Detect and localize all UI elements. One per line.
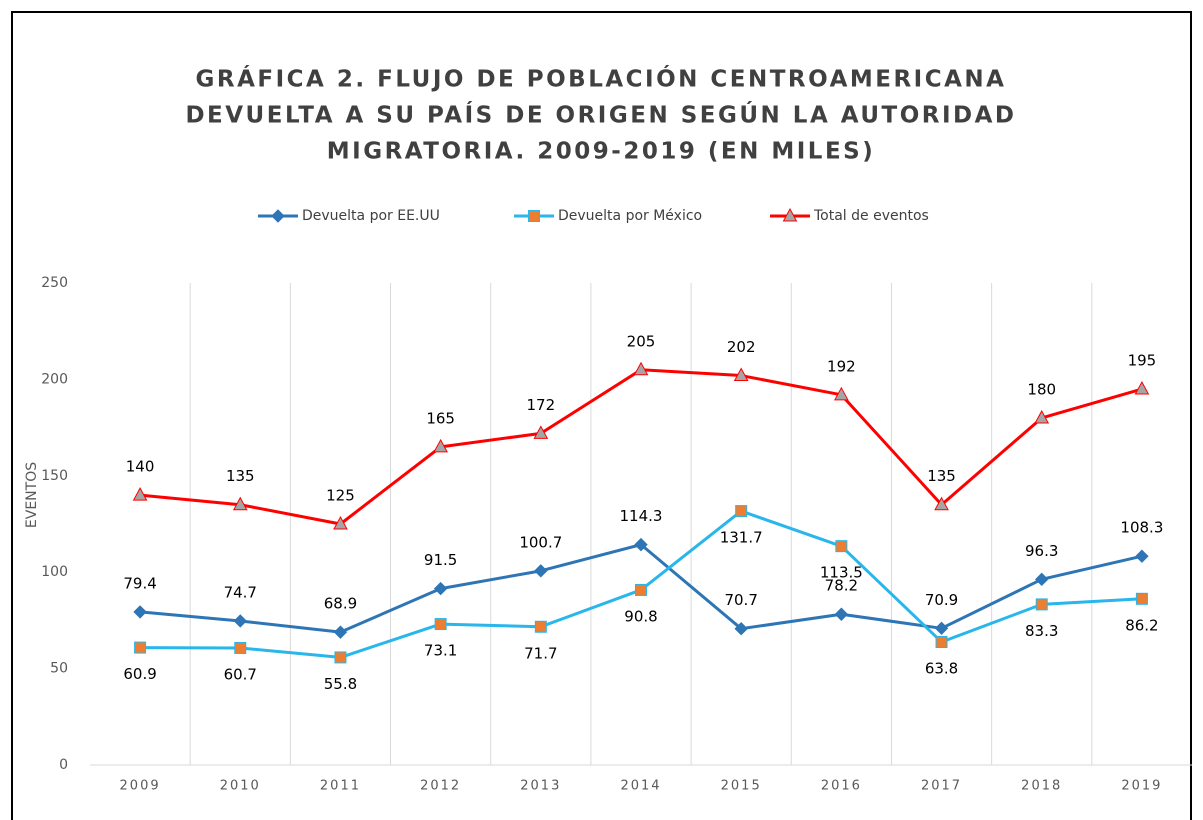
data-point	[433, 438, 448, 453]
legend-marker	[271, 209, 285, 223]
x-tick-label: 2014	[620, 779, 661, 794]
data-label: 70.7	[724, 591, 757, 609]
data-point	[132, 487, 148, 501]
data-point	[1135, 592, 1148, 605]
y-tick-label: 100	[41, 564, 68, 580]
data-label: 55.8	[324, 675, 357, 693]
data-point	[635, 583, 647, 596]
chart-title: DEVUELTA A SU PAÍS DE ORIGEN SEGÚN LA AU…	[185, 101, 1016, 129]
data-point	[734, 621, 748, 636]
data-point	[934, 496, 949, 511]
data-point	[1034, 409, 1050, 424]
data-label: 68.9	[324, 595, 357, 613]
data-label: 60.9	[123, 665, 156, 683]
y-tick-label: 0	[59, 757, 68, 773]
data-point	[834, 607, 849, 621]
data-label: 100.7	[519, 533, 562, 551]
data-point	[633, 361, 649, 376]
x-tick-label: 2018	[1021, 779, 1062, 794]
data-point	[533, 425, 549, 439]
data-label: 79.4	[123, 574, 156, 592]
data-label: 140	[126, 458, 155, 476]
data-point	[232, 496, 248, 511]
data-label: 131.7	[720, 529, 763, 547]
data-point	[534, 564, 548, 578]
data-label: 165	[426, 409, 455, 427]
x-tick-label: 2017	[921, 779, 962, 794]
data-point	[835, 540, 848, 553]
x-tick-label: 2009	[120, 779, 161, 794]
data-label: 71.7	[524, 644, 557, 662]
data-label: 135	[927, 467, 956, 485]
data-label: 172	[526, 396, 555, 414]
data-point	[934, 621, 949, 636]
data-point	[334, 651, 347, 664]
data-point	[234, 641, 247, 654]
data-point	[1035, 572, 1049, 587]
x-tick-label: 2010	[220, 779, 261, 794]
data-label: 91.5	[424, 551, 457, 569]
y-tick-label: 200	[41, 371, 68, 387]
x-tick-label: 2015	[721, 779, 762, 794]
data-point	[333, 625, 348, 639]
data-point	[534, 620, 547, 633]
data-point	[333, 515, 348, 530]
x-tick-label: 2012	[420, 779, 461, 794]
data-label: 96.3	[1025, 542, 1058, 560]
data-label: 114.3	[620, 507, 663, 525]
data-label: 195	[1128, 352, 1157, 370]
data-point	[1035, 598, 1048, 611]
legend-marker	[528, 210, 540, 222]
data-point	[935, 635, 948, 648]
data-point	[634, 537, 648, 552]
data-point	[1134, 380, 1150, 395]
data-point	[233, 614, 247, 628]
data-point	[1135, 549, 1149, 563]
y-tick-label: 150	[41, 468, 68, 484]
x-tick-label: 2011	[320, 779, 361, 794]
data-label: 60.7	[224, 665, 257, 683]
data-point	[133, 605, 147, 619]
y-tick-label: 50	[50, 661, 68, 677]
data-label: 202	[727, 338, 756, 356]
legend-label: Devuelta por EE.UU	[302, 208, 440, 224]
data-point	[433, 581, 448, 596]
data-label: 135	[226, 467, 255, 485]
data-point	[134, 641, 147, 654]
data-point	[434, 618, 447, 631]
legend-label: Total de eventos	[813, 208, 929, 224]
x-tick-label: 2013	[520, 779, 561, 794]
data-label: 113.5	[820, 564, 863, 582]
data-label: 63.8	[925, 659, 958, 677]
data-label: 192	[827, 357, 856, 375]
data-label: 125	[326, 487, 355, 505]
data-label: 205	[627, 332, 656, 350]
y-tick-label: 250	[41, 275, 68, 291]
data-label: 74.7	[224, 583, 257, 601]
chart-frame	[11, 11, 1192, 820]
data-label: 108.3	[1120, 519, 1163, 537]
data-label: 83.3	[1025, 622, 1058, 640]
data-point	[735, 505, 748, 518]
chart-title: GRÁFICA 2. FLUJO DE POBLACIÓN CENTROAMER…	[196, 65, 1007, 93]
legend-label: Devuelta por México	[558, 208, 702, 224]
x-tick-label: 2019	[1121, 779, 1162, 794]
x-tick-label: 2016	[821, 779, 862, 794]
data-label: 180	[1027, 380, 1056, 398]
data-label: 90.8	[624, 607, 657, 625]
data-point	[733, 367, 749, 382]
data-label: 70.9	[925, 591, 958, 609]
data-label: 86.2	[1125, 616, 1158, 634]
y-axis-label: EVENTOS	[24, 462, 40, 528]
data-label: 78.2	[825, 577, 858, 595]
data-label: 73.1	[424, 642, 457, 660]
legend-marker	[782, 207, 798, 222]
chart-title: MIGRATORIA. 2009-2019 (EN MILES)	[327, 139, 875, 165]
data-point	[834, 386, 849, 401]
